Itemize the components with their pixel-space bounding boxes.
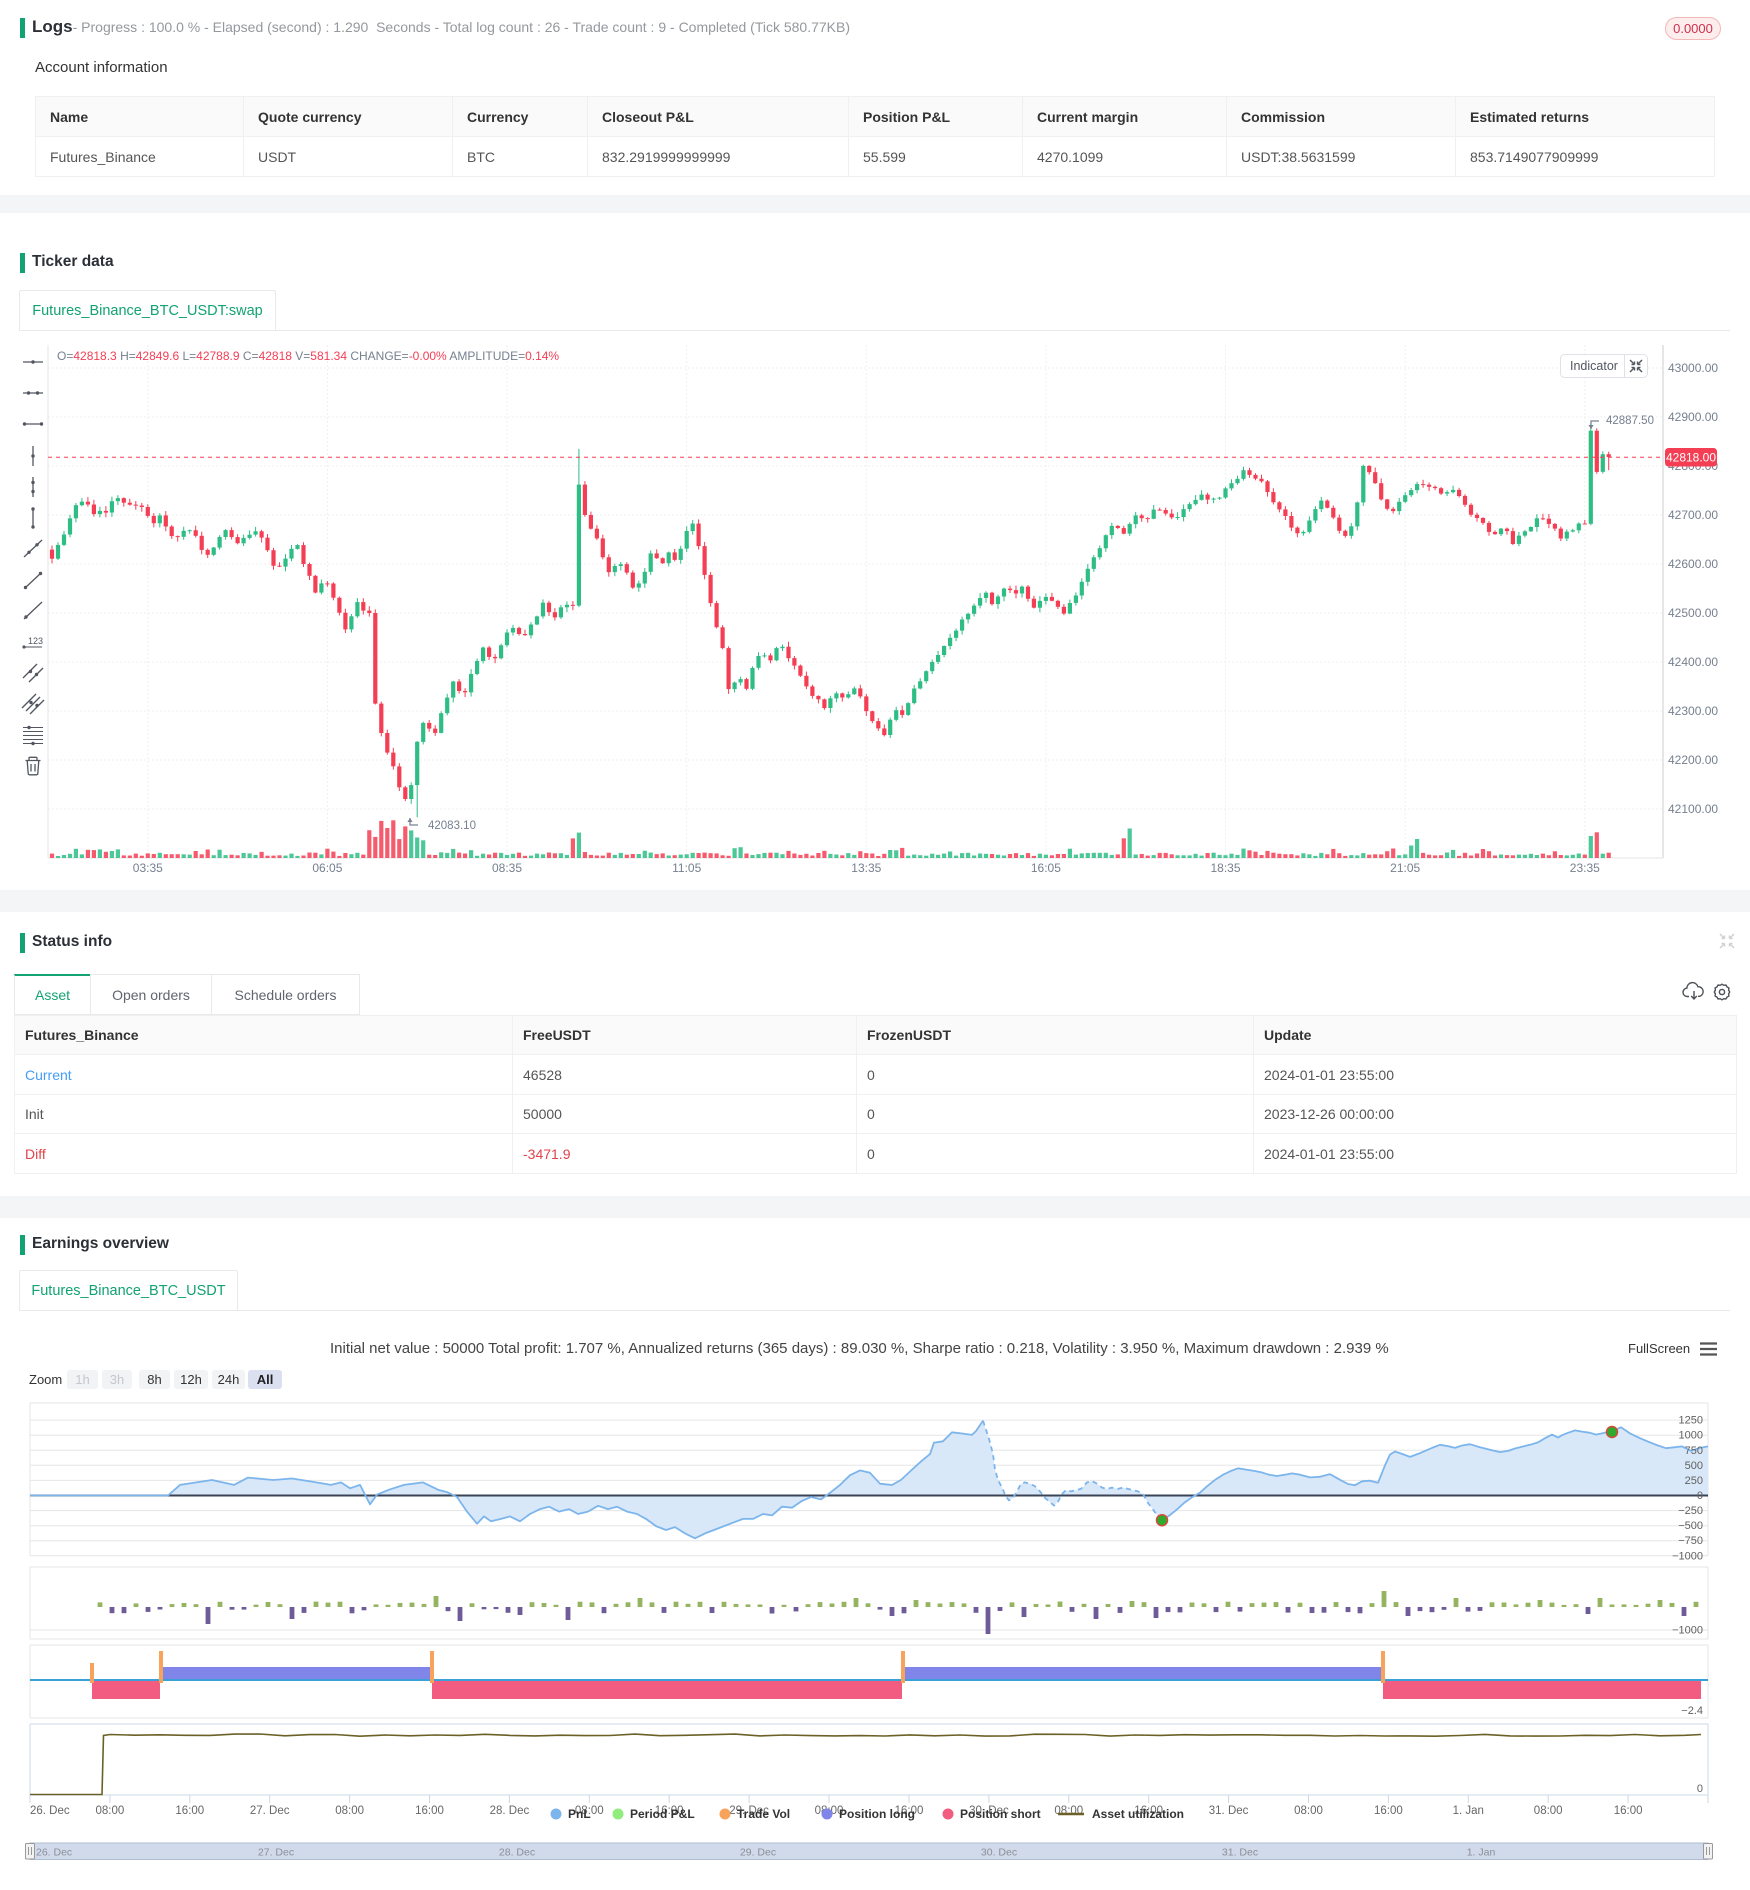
svg-text:31. Dec: 31. Dec xyxy=(1209,1805,1249,1817)
svg-text:16:00: 16:00 xyxy=(1374,1805,1403,1817)
svg-text:1. Jan: 1. Jan xyxy=(1453,1805,1484,1817)
svg-text:13:35: 13:35 xyxy=(851,861,881,875)
svg-text:08:35: 08:35 xyxy=(492,861,522,875)
svg-text:42887.50: 42887.50 xyxy=(1606,415,1654,427)
svg-text:27. Dec: 27. Dec xyxy=(250,1805,290,1817)
svg-text:−1000: −1000 xyxy=(1672,1550,1703,1562)
svg-text:16:00: 16:00 xyxy=(895,1805,924,1817)
svg-text:16:00: 16:00 xyxy=(415,1805,444,1817)
svg-text:30. Dec: 30. Dec xyxy=(969,1805,1009,1817)
svg-text:−500: −500 xyxy=(1678,1520,1703,1532)
svg-text:16:00: 16:00 xyxy=(655,1805,684,1817)
svg-text:0: 0 xyxy=(1697,1783,1703,1795)
svg-text:42818.00: 42818.00 xyxy=(1666,451,1716,465)
svg-text:Position long: Position long xyxy=(839,1807,915,1821)
svg-text:08:00: 08:00 xyxy=(575,1805,604,1817)
svg-text:−1000: −1000 xyxy=(1672,1625,1703,1637)
svg-text:0: 0 xyxy=(1697,1490,1703,1502)
svg-text:250: 250 xyxy=(1685,1475,1703,1487)
svg-text:30. Dec: 30. Dec xyxy=(981,1847,1017,1859)
svg-text:42700.00: 42700.00 xyxy=(1668,508,1718,522)
svg-text:42083.10: 42083.10 xyxy=(428,820,476,832)
svg-text:Indicator: Indicator xyxy=(1570,359,1618,373)
svg-text:Asset utilization: Asset utilization xyxy=(1092,1807,1184,1821)
svg-text:750: 750 xyxy=(1685,1445,1703,1457)
svg-text:500: 500 xyxy=(1685,1460,1703,1472)
svg-text:42500.00: 42500.00 xyxy=(1668,606,1718,620)
svg-text:Period P&L: Period P&L xyxy=(630,1807,695,1821)
svg-text:18:35: 18:35 xyxy=(1210,861,1240,875)
svg-text:1. Jan: 1. Jan xyxy=(1467,1847,1496,1859)
svg-text:43000.00: 43000.00 xyxy=(1668,361,1718,375)
svg-text:28. Dec: 28. Dec xyxy=(499,1847,535,1859)
svg-text:16:00: 16:00 xyxy=(1614,1805,1643,1817)
svg-text:42100.00: 42100.00 xyxy=(1668,802,1718,816)
svg-text:42600.00: 42600.00 xyxy=(1668,557,1718,571)
svg-text:1000: 1000 xyxy=(1679,1430,1703,1442)
svg-text:11:05: 11:05 xyxy=(672,861,701,875)
svg-text:29. Dec: 29. Dec xyxy=(729,1805,769,1817)
svg-text:08:00: 08:00 xyxy=(335,1805,364,1817)
svg-text:42900.00: 42900.00 xyxy=(1668,410,1718,424)
svg-text:28. Dec: 28. Dec xyxy=(490,1805,530,1817)
svg-text:−2.4: −2.4 xyxy=(1681,1705,1703,1717)
svg-text:−250: −250 xyxy=(1678,1505,1703,1517)
svg-text:PnL: PnL xyxy=(568,1807,591,1821)
svg-text:27. Dec: 27. Dec xyxy=(258,1847,294,1859)
svg-text:42300.00: 42300.00 xyxy=(1668,704,1718,718)
svg-text:26. Dec: 26. Dec xyxy=(36,1847,72,1859)
svg-text:29. Dec: 29. Dec xyxy=(740,1847,776,1859)
svg-text:Trade Vol: Trade Vol xyxy=(737,1807,790,1821)
svg-text:16:00: 16:00 xyxy=(1134,1805,1163,1817)
svg-text:Position short: Position short xyxy=(960,1807,1041,1821)
svg-text:31. Dec: 31. Dec xyxy=(1222,1847,1258,1859)
svg-text:21:05: 21:05 xyxy=(1390,861,1420,875)
svg-text:16:00: 16:00 xyxy=(175,1805,204,1817)
svg-text:O=42818.3 H=42849.6 L=42788.9: O=42818.3 H=42849.6 L=42788.9 C=42818 V=… xyxy=(57,349,559,363)
svg-text:42200.00: 42200.00 xyxy=(1668,753,1718,767)
svg-text:42400.00: 42400.00 xyxy=(1668,655,1718,669)
svg-text:26. Dec: 26. Dec xyxy=(30,1805,70,1817)
svg-text:03:35: 03:35 xyxy=(133,861,163,875)
svg-text:−750: −750 xyxy=(1678,1535,1703,1547)
svg-text:06:05: 06:05 xyxy=(312,861,342,875)
svg-text:16:05: 16:05 xyxy=(1031,861,1061,875)
svg-text:08:00: 08:00 xyxy=(96,1805,125,1817)
svg-text:08:00: 08:00 xyxy=(1534,1805,1563,1817)
svg-text:08:00: 08:00 xyxy=(1294,1805,1323,1817)
svg-text:23:35: 23:35 xyxy=(1570,861,1600,875)
svg-text:1250: 1250 xyxy=(1679,1415,1703,1427)
svg-text:123: 123 xyxy=(28,636,43,646)
